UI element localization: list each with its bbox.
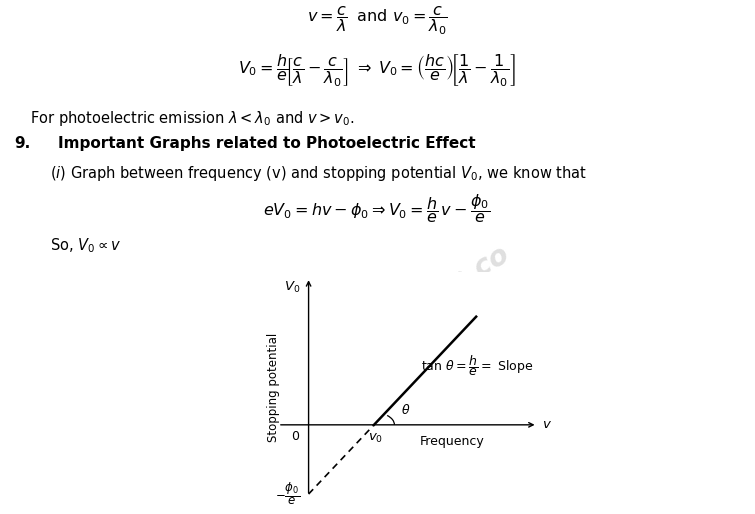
- Text: $\tan\,\theta = \dfrac{h}{e} =$ Slope: $\tan\,\theta = \dfrac{h}{e} =$ Slope: [421, 354, 534, 378]
- Text: $\theta$: $\theta$: [401, 403, 410, 417]
- Text: So, $V_0 \propto v$: So, $V_0 \propto v$: [50, 236, 122, 255]
- Text: $v = \dfrac{c}{\lambda}\;$ and $v_0 = \dfrac{c}{\lambda_0}$: $v = \dfrac{c}{\lambda}\;$ and $v_0 = \d…: [307, 4, 448, 36]
- Text: $V_0$: $V_0$: [284, 280, 300, 296]
- Text: $v$: $v$: [541, 418, 552, 431]
- Text: Stopping potential: Stopping potential: [267, 333, 280, 442]
- Text: For photoelectric emission $\lambda < \lambda_0$ and $v > v_0$.: For photoelectric emission $\lambda < \l…: [30, 109, 355, 128]
- Text: Important Graphs related to Photoelectric Effect: Important Graphs related to Photoelectri…: [58, 136, 476, 151]
- Text: $(i)$ Graph between frequency (v) and stopping potential $V_0$, we know that: $(i)$ Graph between frequency (v) and st…: [50, 164, 587, 183]
- Text: $0$: $0$: [291, 430, 300, 443]
- Text: 9.: 9.: [14, 136, 30, 151]
- Text: $eV_0 = hv - \phi_0 \Rightarrow V_0 = \dfrac{h}{e}\,v - \dfrac{\phi_0}{e}$: $eV_0 = hv - \phi_0 \Rightarrow V_0 = \d…: [263, 192, 491, 225]
- Text: $V_0 = \dfrac{h}{e}\!\left[\dfrac{c}{\lambda} - \dfrac{c}{\lambda_0}\right] \;\R: $V_0 = \dfrac{h}{e}\!\left[\dfrac{c}{\la…: [238, 52, 516, 88]
- Text: $-\dfrac{\phi_0}{e}$: $-\dfrac{\phi_0}{e}$: [276, 481, 300, 507]
- Text: Frequency: Frequency: [419, 435, 484, 448]
- Text: InfinityLearn.co: InfinityLearn.co: [286, 240, 514, 388]
- Text: $v_0$: $v_0$: [368, 432, 384, 445]
